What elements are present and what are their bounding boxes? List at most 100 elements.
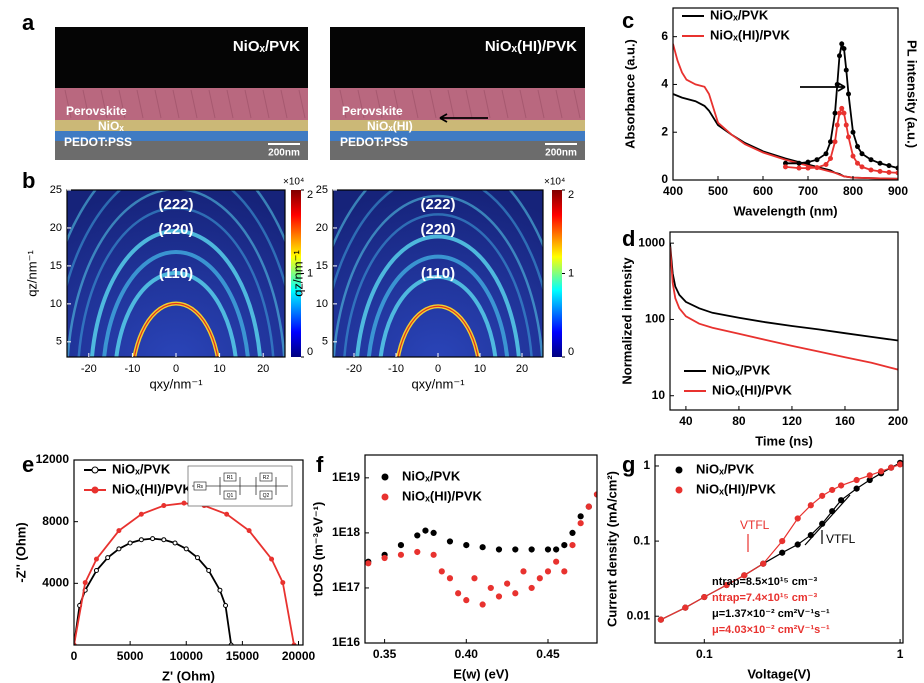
legend-label: NiOₓ(HI)/PVK	[712, 382, 792, 397]
data-point	[553, 558, 560, 565]
data-point	[495, 546, 503, 553]
circuit-element	[223, 472, 237, 482]
data-point	[561, 542, 568, 549]
data-point	[877, 168, 883, 174]
fit-line	[804, 494, 851, 546]
sem-title: NiOₓ/PVK	[233, 38, 300, 55]
grain-boundary	[411, 89, 419, 119]
data-point	[838, 482, 845, 489]
grain-boundary	[555, 89, 563, 119]
data-point	[832, 110, 838, 116]
data-point	[138, 537, 144, 543]
data-point	[850, 153, 856, 159]
y-tick-label: 4000	[42, 576, 69, 590]
legend-label: NiOₓ(HI)/PVK	[402, 488, 482, 503]
x-tick-label: 0.40	[455, 647, 479, 661]
y-tick-label: 1E18	[332, 525, 360, 539]
legend-marker	[675, 486, 683, 494]
grain-boundary	[375, 89, 383, 119]
colorbar-tick-label: 1	[307, 267, 313, 279]
data-point	[794, 515, 801, 522]
layer-label: NiOₓ	[98, 119, 124, 133]
data-point	[814, 157, 820, 163]
data-point	[183, 546, 189, 552]
data-point	[224, 511, 230, 517]
y-tick-label: 20	[316, 222, 328, 234]
data-point	[868, 167, 874, 173]
peak-label: (110)	[159, 265, 193, 282]
data-point	[93, 556, 99, 562]
diffraction-ring	[397, 305, 479, 357]
annotation: ntrap=8.5×10¹⁵ cm⁻³	[712, 576, 817, 588]
legend-label: NiOₓ/PVK	[712, 362, 771, 377]
data-point	[838, 497, 845, 504]
colorbar-tick-label: 2	[307, 189, 313, 201]
plot-area	[67, 190, 285, 357]
y-tick-label: 25	[316, 184, 328, 196]
y-tick-label: 1	[643, 458, 650, 472]
circuit-label: Q1	[227, 493, 234, 499]
circuit-element	[223, 490, 237, 500]
peak-label: (222)	[158, 196, 193, 213]
plot-frame	[654, 454, 904, 644]
grain-boundary	[226, 89, 234, 119]
data-line	[673, 43, 898, 180]
data-point	[397, 542, 405, 549]
x-tick-label: 120	[782, 414, 802, 428]
data-point	[850, 129, 856, 135]
y-tick-label: 0	[661, 172, 668, 186]
y-tick-label: 1000	[638, 235, 665, 249]
x-tick-label: -20	[81, 363, 97, 375]
diffraction-ring	[343, 213, 533, 357]
circuit-label: Rs	[197, 484, 204, 490]
data-point	[886, 163, 892, 169]
data-point	[846, 134, 851, 140]
y-tick-label: 10	[652, 388, 666, 402]
x-tick-label: 1	[897, 647, 904, 661]
data-point	[723, 581, 730, 589]
scale-label: 200nm	[268, 148, 300, 159]
y-tick-label: 2	[661, 124, 668, 138]
grain-boundary	[339, 89, 347, 119]
x-tick-label: 400	[663, 184, 683, 198]
data-point	[805, 159, 811, 165]
colorbar-tick-label: 0	[307, 346, 313, 358]
data-point	[896, 461, 903, 468]
plot-frame	[672, 7, 899, 181]
data-point	[760, 560, 767, 567]
niox-layer	[55, 120, 308, 131]
substrate	[330, 141, 585, 160]
y-tick-label: 1E16	[332, 635, 360, 649]
data-point	[471, 575, 478, 582]
legend-label: NiOₓ(HI)/PVK	[112, 481, 192, 496]
data-point	[280, 580, 286, 586]
data-point	[365, 560, 372, 567]
data-point	[544, 546, 552, 553]
x-axis-label: E(w) (eV)	[453, 666, 509, 681]
axis-arrow	[800, 82, 846, 92]
x-axis-label: qxy/nm⁻¹	[411, 376, 465, 391]
grain-boundary	[447, 89, 455, 119]
data-point	[116, 546, 122, 552]
y-tick-label: 8000	[42, 514, 69, 528]
y-tick-label: 5	[56, 336, 62, 348]
x-tick-label: 500	[708, 184, 728, 198]
colorbar-tick-label: 0	[568, 346, 574, 358]
data-point	[823, 161, 829, 167]
peak-label: (222)	[420, 196, 455, 213]
data-point	[172, 540, 178, 546]
data-point	[832, 139, 838, 145]
data-point	[843, 122, 849, 128]
pedot-layer	[55, 131, 308, 141]
plot-area	[673, 40, 898, 180]
data-point	[794, 541, 801, 548]
data-point	[837, 110, 842, 116]
data-point	[520, 568, 527, 575]
grain-boundary	[100, 89, 108, 119]
x-tick-label: 200	[888, 414, 908, 428]
diffraction-ring	[102, 250, 250, 357]
y-tick-label: 15	[316, 260, 328, 272]
y-tick-label: 1E17	[332, 580, 360, 594]
y-tick-label: 0.1	[633, 533, 650, 547]
